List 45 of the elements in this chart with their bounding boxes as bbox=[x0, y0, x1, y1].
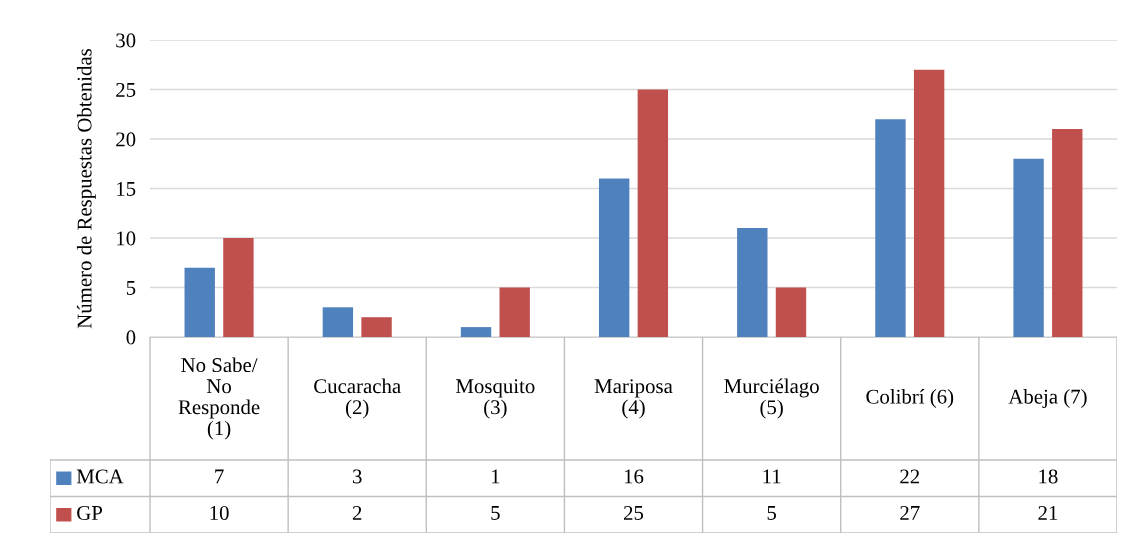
bar bbox=[184, 267, 215, 337]
bar bbox=[1013, 158, 1044, 337]
y-tick-label: 0 bbox=[126, 330, 136, 345]
bar bbox=[598, 178, 630, 337]
bar bbox=[875, 119, 906, 337]
x-tick-label: Cucaracha (2) bbox=[314, 378, 401, 419]
bar bbox=[361, 317, 392, 337]
bar bbox=[460, 327, 492, 337]
data-label: 2 bbox=[352, 505, 362, 520]
y-tick-label: 5 bbox=[126, 281, 136, 295]
bar bbox=[322, 307, 354, 337]
x-tick-label: Murciélago (5) bbox=[724, 378, 819, 419]
y-tick-label: 20 bbox=[116, 132, 136, 147]
x-tick-label: Colibrí (6) bbox=[866, 389, 954, 408]
bar bbox=[223, 238, 254, 337]
data-label: 22 bbox=[900, 469, 920, 484]
data-label: 7 bbox=[215, 469, 224, 484]
y-axis-title: Número de Respuestas Obtenidas bbox=[76, 48, 96, 329]
bar bbox=[1052, 129, 1083, 337]
legend-label: GP bbox=[77, 505, 103, 520]
bar bbox=[913, 69, 945, 337]
bar bbox=[775, 287, 807, 337]
x-tick-label: Mosquito (3) bbox=[456, 379, 535, 419]
y-tick-label: 15 bbox=[117, 181, 136, 196]
data-label: 18 bbox=[1039, 469, 1058, 484]
data-label: 16 bbox=[624, 469, 644, 484]
data-label: 25 bbox=[624, 505, 644, 520]
data-label: 11 bbox=[763, 469, 781, 484]
bar bbox=[499, 287, 530, 337]
y-tick-label: 10 bbox=[117, 231, 136, 246]
data-label: 5 bbox=[491, 506, 500, 520]
data-label: 1 bbox=[491, 469, 500, 484]
bar bbox=[637, 89, 669, 337]
legend-label: MCA bbox=[76, 469, 124, 484]
x-tick-label: Mariposa (4) bbox=[594, 379, 673, 419]
y-tick-label: 25 bbox=[116, 82, 136, 97]
data-label: 5 bbox=[767, 506, 777, 520]
bar bbox=[737, 228, 768, 337]
data-label: 3 bbox=[353, 469, 362, 484]
x-tick-label: No Sabe/ No Responde (1) bbox=[178, 357, 260, 440]
data-label: 10 bbox=[210, 505, 229, 520]
y-tick-label: 30 bbox=[116, 33, 136, 48]
x-tick-label: Abeja (7) bbox=[1008, 389, 1087, 408]
data-label: 27 bbox=[900, 505, 920, 520]
data-label: 21 bbox=[1038, 505, 1058, 520]
